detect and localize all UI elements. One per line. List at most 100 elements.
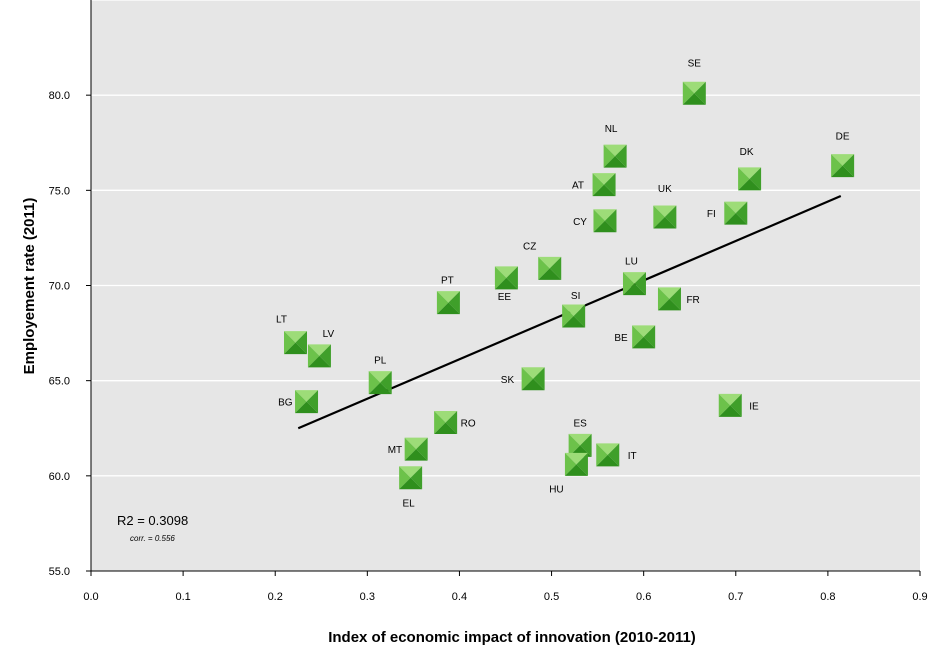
point-label: BE (614, 333, 628, 344)
marker-face-left (657, 287, 670, 311)
y-axis-title: Employement rate (2011) (21, 198, 38, 375)
marker-face-right (664, 205, 677, 229)
marker-face-top (538, 256, 562, 269)
marker-face-left (295, 390, 307, 414)
marker-face-left (494, 266, 507, 290)
marker-face-top (657, 287, 681, 299)
marker-face-left (831, 154, 843, 178)
marker-face-bottom (653, 216, 677, 229)
y-tick-label: 55.0 (49, 566, 70, 578)
marker-face-left (593, 209, 605, 233)
x-tick-label: 0.0 (83, 591, 98, 603)
marker-face-right (506, 266, 518, 290)
marker-face-bottom (436, 302, 460, 315)
marker-face-top (682, 81, 706, 94)
marker-face-top (436, 291, 460, 303)
marker-face-left (622, 272, 635, 296)
marker-face-left (283, 331, 296, 355)
data-point-sk: SK (501, 367, 545, 391)
marker-face-left (718, 393, 731, 417)
marker-face-top (718, 393, 742, 406)
marker-face-left (436, 291, 449, 315)
data-point-el: EL (399, 466, 423, 510)
marker-face-bottom (494, 277, 518, 290)
marker-face-bottom (622, 283, 646, 296)
marker-face-top (724, 201, 748, 214)
point-label: DK (740, 147, 754, 158)
marker-face-right (416, 437, 428, 461)
marker-face-right (410, 466, 423, 490)
marker-face-right (533, 367, 545, 391)
marker-face-left (592, 173, 605, 197)
marker-face-left (724, 201, 736, 225)
data-point-si: SI (562, 291, 586, 328)
marker-face-right (730, 393, 742, 417)
marker-face-right (694, 81, 706, 105)
marker-face-bottom (592, 184, 616, 197)
marker-face-top (434, 411, 458, 423)
point-label: ES (573, 418, 587, 429)
marker-face-bottom (404, 449, 428, 461)
data-point-ro: RO (434, 411, 476, 435)
data-point-se: SE (682, 58, 706, 105)
marker-face-top (592, 173, 616, 185)
marker-face-bottom (283, 342, 307, 355)
marker-face-bottom (831, 165, 855, 178)
marker-face-right (306, 390, 319, 414)
data-point-at: AT (572, 173, 616, 197)
marker-face-left (434, 411, 446, 435)
data-points: SE NL DE DK AT FI UK CY CZ EE LU FR PT SI BE LT LV SK PL BG… (276, 58, 855, 510)
marker-face-bottom (399, 477, 423, 490)
point-label: CY (573, 217, 587, 228)
marker-face-right (735, 201, 748, 225)
data-point-pl: PL (368, 356, 392, 395)
marker-face-left (682, 81, 695, 105)
marker-face-bottom (307, 355, 331, 368)
marker-face-bottom (564, 464, 588, 476)
marker-face-left (596, 443, 608, 467)
marker-face-right (580, 433, 592, 457)
x-tick-label: 0.7 (728, 591, 743, 603)
y-tick-label: 70.0 (49, 281, 70, 293)
x-tick-label: 0.2 (268, 591, 283, 603)
y-tick-label: 80.0 (49, 90, 70, 102)
point-label: RO (461, 419, 476, 430)
marker-face-left (738, 167, 750, 191)
marker-face-left (399, 466, 411, 490)
marker-face-bottom (593, 220, 617, 233)
y-tick-label: 60.0 (49, 471, 70, 483)
x-tick-label: 0.6 (636, 591, 651, 603)
point-label: LT (276, 315, 287, 326)
marker-face-right (842, 154, 855, 178)
marker-face-top (564, 452, 588, 465)
data-point-it: IT (596, 443, 637, 467)
point-label: DE (836, 132, 850, 143)
marker-face-top (568, 433, 592, 446)
point-label: LU (625, 257, 638, 268)
data-point-bg: BG (278, 390, 319, 414)
point-label: PT (441, 276, 454, 287)
data-point-de: DE (831, 132, 855, 178)
marker-face-right (615, 144, 627, 168)
marker-face-left (632, 325, 644, 349)
marker-face-bottom (538, 268, 562, 280)
point-label: SI (571, 291, 580, 302)
x-axis-title: Index of economic impact of innovation (… (328, 629, 696, 646)
point-label: FR (686, 295, 699, 306)
marker-face-right (604, 209, 617, 233)
marker-face-right (448, 291, 460, 315)
marker-face-right (749, 167, 762, 191)
marker-face-top (399, 466, 423, 478)
point-label: AT (572, 181, 584, 192)
x-tick-label: 0.1 (175, 591, 190, 603)
marker-face-right (643, 325, 656, 349)
marker-face-right (669, 287, 681, 311)
marker-face-right (549, 256, 562, 280)
point-label: UK (658, 184, 672, 195)
marker-face-bottom (521, 378, 545, 391)
marker-face-top (653, 205, 677, 217)
marker-face-left (368, 371, 381, 395)
point-label: MT (388, 445, 402, 456)
marker-face-bottom (632, 336, 656, 349)
